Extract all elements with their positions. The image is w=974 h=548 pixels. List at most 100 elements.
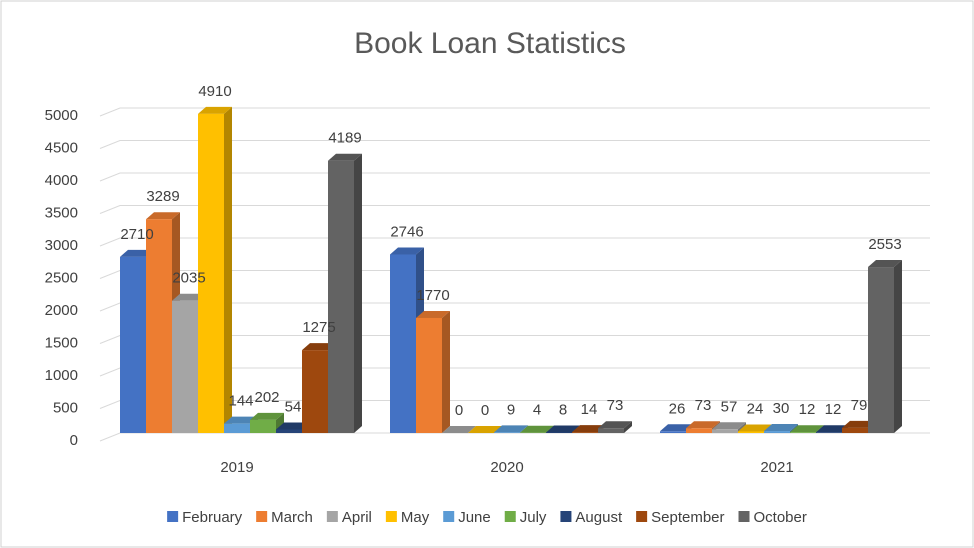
data-label: 26 [669, 400, 686, 417]
legend-swatch [385, 511, 397, 522]
bar-top [738, 424, 772, 432]
chart-title: Book Loan Statistics [354, 27, 626, 60]
x-tick-label: 2019 [220, 459, 253, 476]
legend-label: April [342, 509, 372, 526]
bar [686, 428, 712, 433]
bar [146, 219, 172, 433]
data-label: 4910 [198, 83, 231, 100]
y-tick-label: 4000 [45, 172, 78, 189]
bar-side [354, 153, 362, 433]
bar-top [172, 293, 206, 301]
legend-label: July [520, 509, 547, 526]
legend-label: September [651, 509, 724, 526]
bar-top [660, 424, 694, 432]
bar [816, 432, 842, 433]
data-label: 14 [581, 401, 598, 418]
data-label: 2553 [868, 236, 901, 253]
data-label: 0 [481, 402, 489, 419]
data-label: 4189 [328, 130, 361, 147]
bar [546, 432, 572, 433]
bar [328, 160, 354, 433]
bar-top [764, 424, 798, 432]
bar-top [276, 422, 310, 430]
bar [598, 428, 624, 433]
legend: February March April May June July August Septe… [167, 509, 807, 526]
data-label: 12 [825, 401, 842, 418]
bar [250, 419, 276, 433]
bar-side [224, 106, 232, 433]
data-label: 202 [254, 389, 279, 406]
legend-swatch [738, 511, 750, 522]
data-label: 3289 [146, 188, 179, 205]
bar [842, 427, 868, 433]
data-label: 12 [799, 401, 816, 418]
data-label: 2710 [120, 226, 153, 243]
bar [120, 256, 146, 433]
legend-label: June [458, 509, 491, 526]
y-tick-label: 500 [53, 399, 78, 416]
legend-swatch [560, 511, 572, 522]
data-label: 8 [559, 401, 567, 418]
x-tick-label: 2020 [490, 459, 523, 476]
grid-line [99, 205, 930, 214]
data-label: 0 [455, 402, 463, 419]
grid-line [99, 107, 930, 117]
data-label: 2746 [390, 223, 423, 240]
x-tick-label: 2021 [760, 459, 793, 476]
data-label: 24 [747, 400, 764, 417]
bar [198, 113, 224, 433]
data-label: 1275 [302, 319, 335, 336]
grid-line [99, 172, 930, 182]
bar-top [842, 420, 876, 428]
bar-side [894, 260, 902, 433]
y-tick-label: 1500 [45, 334, 78, 351]
bar-top [250, 412, 284, 420]
bar [572, 432, 598, 433]
bar [302, 350, 328, 433]
bar [416, 317, 442, 433]
data-label: 1770 [416, 287, 449, 304]
bar [712, 429, 738, 433]
legend-swatch [326, 511, 338, 522]
data-label: 73 [695, 397, 712, 414]
bar-top [328, 153, 362, 161]
grid-line [99, 140, 930, 149]
bar-top [390, 247, 424, 255]
bar-top [198, 106, 232, 114]
bar-top [120, 249, 154, 257]
data-label: 57 [721, 398, 738, 415]
y-tick-label: 5000 [45, 107, 78, 124]
bar [764, 431, 790, 433]
legend-swatch [504, 511, 516, 522]
bar-top [494, 425, 528, 433]
bar-top [468, 426, 502, 433]
legend-label: February [182, 509, 243, 526]
data-label: 2035 [172, 270, 205, 287]
y-tick-label: 4500 [45, 139, 78, 156]
y-tick-label: 2000 [45, 302, 78, 319]
bar-top [302, 343, 336, 351]
bar [276, 429, 302, 433]
bar-top [816, 425, 850, 433]
y-tick-label: 0 [70, 432, 78, 449]
legend-label: May [401, 509, 430, 526]
bar [494, 432, 520, 433]
bar-top [868, 260, 902, 268]
legend-label: October [754, 509, 807, 526]
bar-top [416, 310, 450, 318]
y-tick-label: 1000 [45, 367, 78, 384]
grid-line [99, 237, 930, 247]
bar-side [442, 310, 450, 433]
legend-label: March [271, 509, 313, 526]
bar [224, 423, 250, 433]
legend-swatch [636, 511, 648, 522]
data-label: 79 [851, 397, 868, 414]
legend-swatch [167, 511, 179, 522]
bar-top [790, 425, 824, 433]
bar-side [624, 421, 632, 433]
bar-top [146, 212, 180, 220]
y-tick-label: 3500 [45, 204, 78, 221]
bar [868, 267, 894, 433]
bar-top [442, 426, 476, 433]
